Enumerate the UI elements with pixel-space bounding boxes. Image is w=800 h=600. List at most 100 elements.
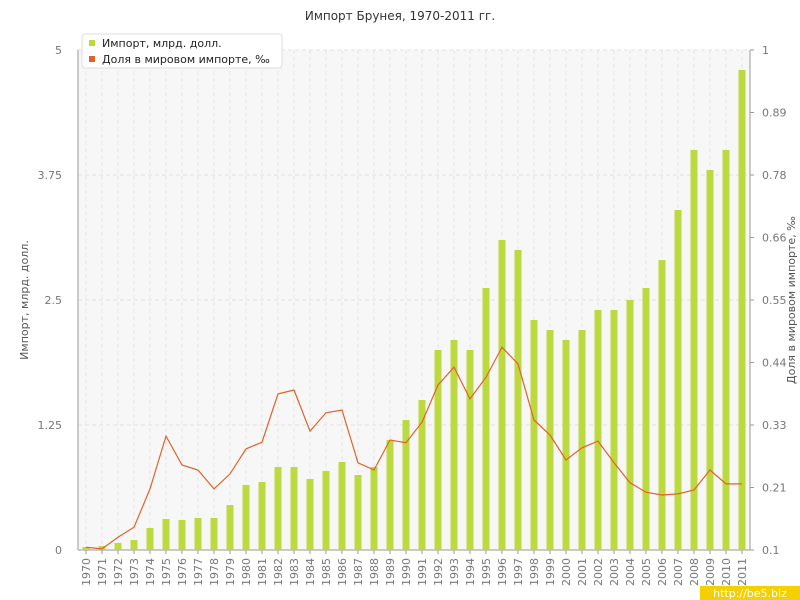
x-tick-label: 1970 [80,558,93,586]
bar [514,250,522,550]
bar [386,440,394,550]
x-tick-label: 1975 [160,558,173,586]
x-tick-label: 1997 [512,558,525,586]
x-tick-label: 1999 [544,558,557,586]
x-tick-label: 1995 [480,558,493,586]
x-tick-label: 2005 [640,558,653,586]
x-tick-label: 1990 [400,558,413,586]
bar [194,518,202,550]
legend-label: Доля в мировом импорте, ‰ [102,53,270,66]
legend-label: Импорт, млрд. долл. [102,37,222,50]
x-tick-label: 1986 [336,558,349,586]
x-tick-label: 1976 [176,558,189,586]
bar [466,350,474,550]
bar [290,467,298,550]
y-tick-label: 3.75 [38,169,63,182]
x-tick-label: 1991 [416,558,429,586]
bar [402,420,410,550]
x-tick-label: 1984 [304,558,317,586]
x-tick-label: 2009 [704,558,717,586]
x-tick-label: 1973 [128,558,141,586]
x-tick-label: 2003 [608,558,621,586]
y2-tick-label: 0.1 [762,544,780,557]
y2-tick-label: 0.89 [762,107,787,120]
bar [322,471,330,550]
bar [226,505,234,550]
bar [82,547,90,550]
x-tick-label: 2007 [672,558,685,586]
bar [530,320,538,550]
bar [690,150,698,550]
x-tick-label: 2008 [688,558,701,586]
x-tick-label: 1983 [288,558,301,586]
y2-tick-label: 1 [762,44,769,57]
bar [210,518,218,550]
bar [178,520,186,550]
bar [546,330,554,550]
bar [482,288,490,550]
x-tick-label: 1985 [320,558,333,586]
y2-tick-label: 0.21 [762,482,787,495]
legend-box [81,33,283,69]
x-tick-label: 1977 [192,558,205,586]
x-tick-label: 1992 [432,558,445,586]
x-tick-label: 1979 [224,558,237,586]
y-tick-label: 1.25 [38,419,63,432]
x-tick-label: 2006 [656,558,669,586]
bar [114,543,122,550]
x-tick-label: 1993 [448,558,461,586]
x-tick-label: 1988 [368,558,381,586]
bar [370,467,378,550]
watermark: http://be5.biz [713,587,787,600]
x-tick-label: 2011 [736,558,749,586]
bar [658,260,666,550]
x-tick-label: 2002 [592,558,605,586]
x-tick-label: 1972 [112,558,125,586]
bar [738,70,746,550]
x-tick-label: 1982 [272,558,285,586]
bar [146,528,154,550]
bar [578,330,586,550]
bar [498,240,506,550]
y-tick-label: 2.5 [45,294,63,307]
y2-tick-label: 0.78 [762,169,787,182]
y2-tick-label: 0.66 [762,232,787,245]
bar [98,546,106,550]
watermark-bg [700,586,800,600]
bar [306,479,314,550]
legend-swatch [89,40,95,46]
bar [130,540,138,550]
bar [418,400,426,550]
bar [626,300,634,550]
legend-swatch [89,56,95,62]
x-tick-label: 2010 [720,558,733,586]
bar [354,475,362,550]
line [85,346,742,550]
x-tick-label: 1989 [384,558,397,586]
x-tick-label: 1981 [256,558,269,586]
x-tick-label: 1978 [208,558,221,586]
x-tick-label: 1971 [96,558,109,586]
y-tick-label: 5 [55,44,62,57]
y2-tick-label: 0.33 [762,419,787,432]
x-tick-label: 1996 [496,558,509,586]
bar [258,482,266,550]
y2-tick-label: 0.44 [762,357,787,370]
bar [562,340,570,550]
bar [642,288,650,550]
x-tick-label: 1998 [528,558,541,586]
bar [450,340,458,550]
x-tick-label: 2000 [560,558,573,586]
bar [162,519,170,550]
bar [274,467,282,550]
bar [674,210,682,550]
bar [242,485,250,550]
x-tick-label: 2001 [576,558,589,586]
bar [338,462,346,550]
x-tick-label: 1987 [352,558,365,586]
y-axis-label: Импорт, млрд. долл. [18,240,31,360]
x-tick-label: 1974 [144,558,157,586]
x-tick-label: 1980 [240,558,253,586]
y-tick-label: 0 [55,544,62,557]
